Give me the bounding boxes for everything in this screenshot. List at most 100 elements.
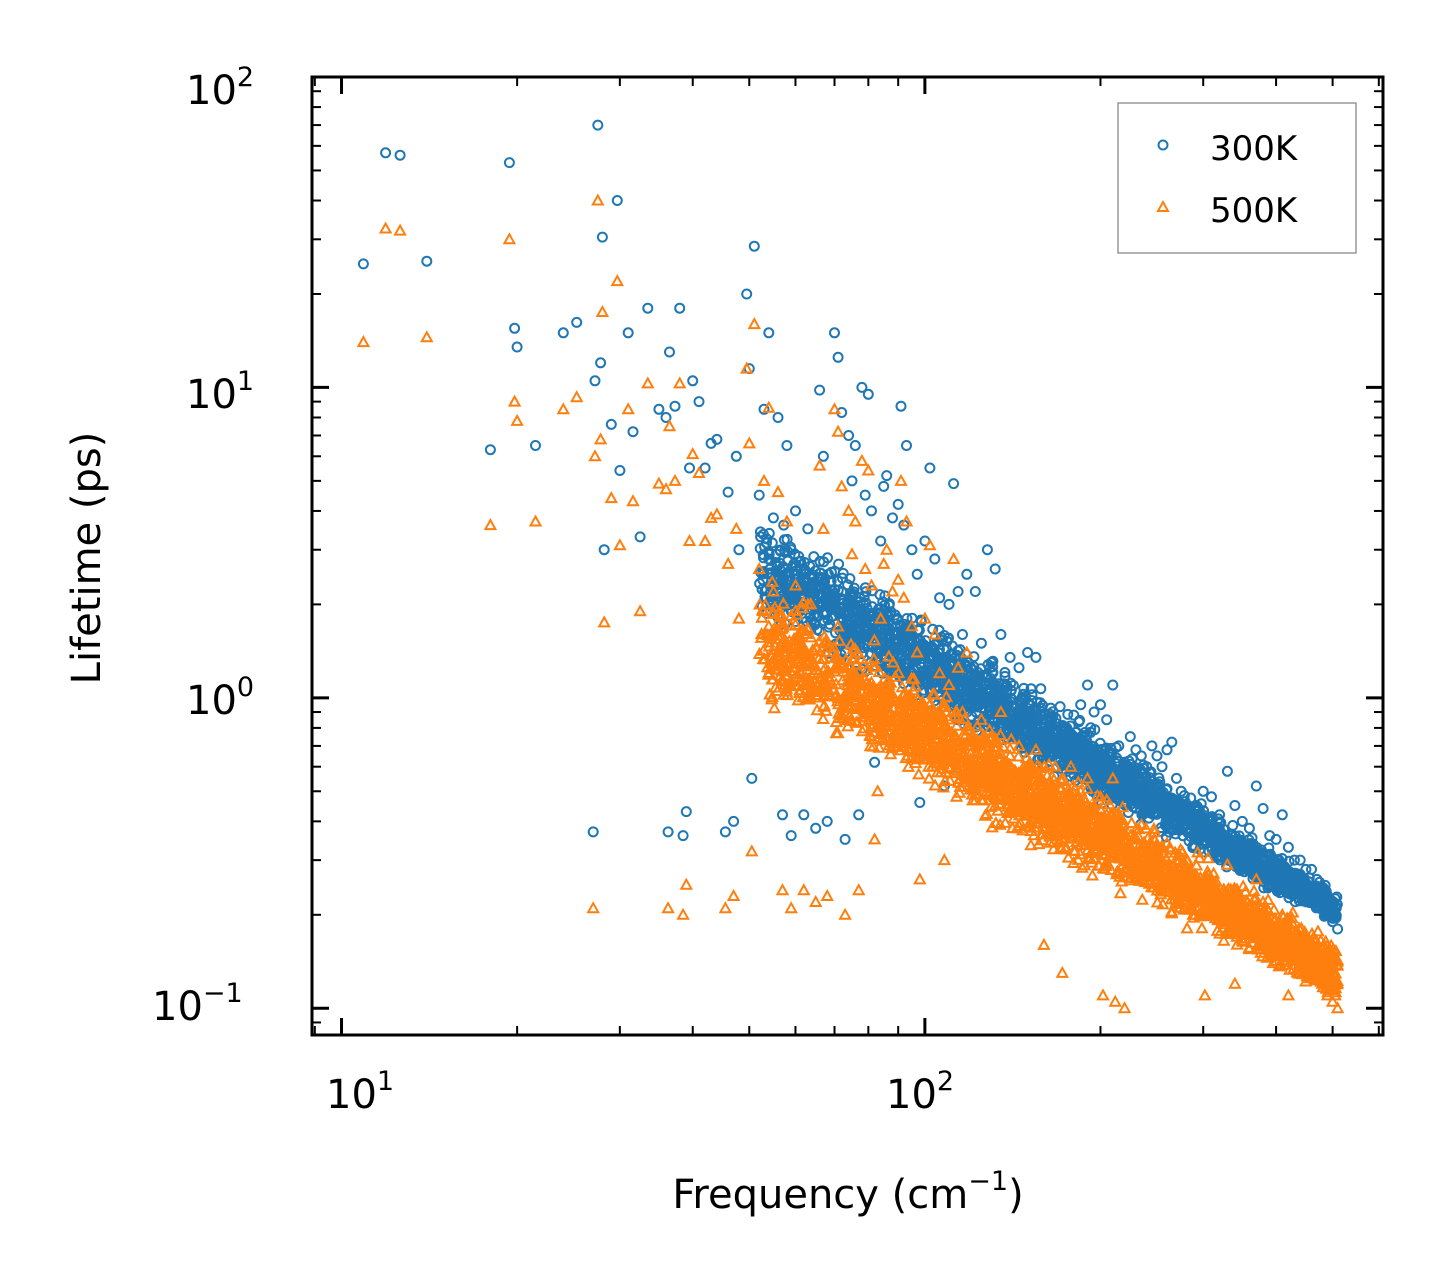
data-point xyxy=(781,440,793,451)
data-point xyxy=(866,505,877,517)
data-point xyxy=(895,627,907,638)
data-point xyxy=(1180,800,1192,811)
data-point xyxy=(775,674,789,687)
data-point xyxy=(1195,921,1209,934)
data-point xyxy=(1067,843,1081,856)
data-point xyxy=(968,793,983,806)
data-point xyxy=(883,747,898,760)
data-point xyxy=(852,700,866,713)
data-point xyxy=(904,655,916,667)
data-point xyxy=(832,633,847,646)
data-point xyxy=(660,412,672,423)
data-point xyxy=(1197,785,1209,797)
data-point xyxy=(748,240,760,252)
data-point xyxy=(829,327,840,339)
data-point xyxy=(1113,740,1125,752)
data-point xyxy=(814,384,826,396)
data-point xyxy=(1125,866,1139,879)
data-point xyxy=(903,638,915,650)
data-point xyxy=(1042,757,1056,770)
data-point xyxy=(1289,882,1301,894)
data-point xyxy=(887,713,902,726)
data-point xyxy=(776,616,790,629)
data-point xyxy=(963,693,975,705)
data-point xyxy=(511,341,523,353)
data-point xyxy=(989,680,1001,692)
data-point xyxy=(664,346,675,358)
data-point xyxy=(1236,842,1248,854)
data-point xyxy=(509,322,521,334)
data-point xyxy=(1102,774,1113,786)
data-point xyxy=(611,195,623,206)
data-point xyxy=(844,599,856,611)
data-point xyxy=(960,699,971,710)
data-point xyxy=(1080,781,1094,794)
data-point xyxy=(1046,714,1058,726)
data-point xyxy=(882,649,896,662)
data-point xyxy=(1243,839,1255,851)
data-point xyxy=(1283,962,1297,975)
data-point xyxy=(1068,709,1080,721)
data-point xyxy=(653,403,665,415)
data-point xyxy=(839,628,851,640)
data-point xyxy=(1198,805,1210,817)
data-point xyxy=(1075,767,1087,779)
data-point xyxy=(870,706,885,719)
data-point xyxy=(1231,833,1243,845)
data-point xyxy=(985,657,997,668)
data-point xyxy=(614,465,626,476)
data-point xyxy=(733,544,745,556)
data-point xyxy=(924,462,936,474)
data-point xyxy=(728,815,740,827)
data-point xyxy=(761,533,773,545)
data-point xyxy=(1001,679,1012,691)
data-point xyxy=(1261,892,1275,905)
data-point xyxy=(1199,810,1211,822)
data-point xyxy=(1046,842,1061,855)
data-point xyxy=(503,157,515,169)
data-point xyxy=(977,697,989,709)
data-point xyxy=(1026,725,1038,737)
data-point xyxy=(999,667,1011,678)
data-point xyxy=(777,561,789,573)
data-point xyxy=(1236,815,1248,827)
data-point xyxy=(884,687,898,700)
data-point xyxy=(1213,849,1225,861)
data-point xyxy=(767,701,782,714)
data-point xyxy=(1061,722,1073,734)
data-point xyxy=(911,568,923,580)
data-point xyxy=(825,604,837,616)
data-point xyxy=(894,619,906,631)
data-point xyxy=(1300,967,1314,980)
data-point xyxy=(951,687,963,698)
data-point xyxy=(1146,740,1158,752)
data-point xyxy=(785,830,797,842)
data-point xyxy=(934,592,946,604)
data-point xyxy=(857,721,872,734)
data-point xyxy=(975,637,987,649)
data-point xyxy=(1135,750,1147,762)
data-point xyxy=(849,440,861,451)
data-point xyxy=(1311,873,1323,885)
data-point xyxy=(1107,679,1119,691)
data-point xyxy=(815,567,827,579)
data-point xyxy=(754,526,766,538)
data-point xyxy=(886,655,900,668)
data-point xyxy=(1217,920,1231,933)
series-500K-points xyxy=(356,193,1345,1014)
data-point xyxy=(810,822,822,834)
data-point xyxy=(1198,828,1210,840)
data-point xyxy=(1042,775,1057,788)
data-point xyxy=(1019,694,1031,706)
data-point xyxy=(831,619,845,632)
data-point xyxy=(860,662,874,675)
data-point xyxy=(1156,884,1170,897)
data-point xyxy=(973,751,987,764)
data-point xyxy=(887,512,898,524)
data-point xyxy=(779,684,794,697)
data-point xyxy=(1004,651,1016,663)
data-point xyxy=(979,716,991,728)
data-point xyxy=(1101,714,1113,726)
data-point xyxy=(1305,926,1319,939)
data-point xyxy=(901,759,916,772)
